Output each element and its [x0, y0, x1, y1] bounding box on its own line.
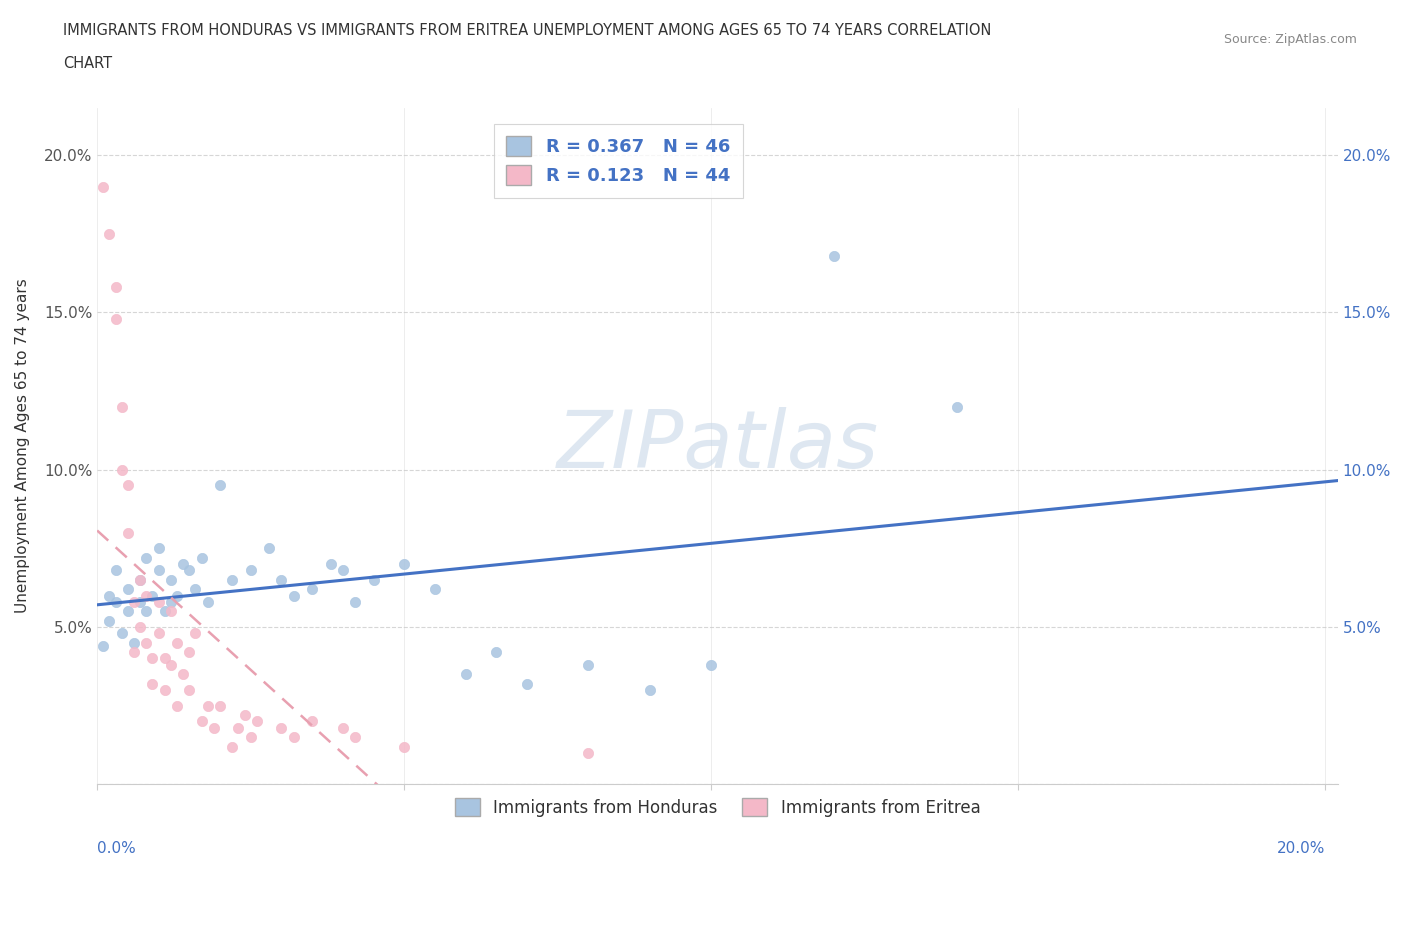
- Text: 20.0%: 20.0%: [1277, 841, 1326, 856]
- Point: [91, 179, 114, 194]
- Point: [233, 708, 256, 723]
- Point: [141, 676, 163, 691]
- Point: [270, 572, 292, 587]
- Point: [166, 588, 188, 603]
- Point: [135, 635, 157, 650]
- Point: [141, 651, 163, 666]
- Point: [129, 594, 152, 609]
- Point: [104, 280, 127, 295]
- Text: CHART: CHART: [63, 56, 112, 71]
- Point: [184, 582, 207, 597]
- Y-axis label: Unemployment Among Ages 65 to 74 years: Unemployment Among Ages 65 to 74 years: [15, 279, 30, 614]
- Point: [332, 563, 354, 578]
- Point: [111, 462, 134, 477]
- Point: [392, 557, 415, 572]
- Point: [159, 572, 181, 587]
- Point: [208, 478, 231, 493]
- Point: [184, 626, 207, 641]
- Point: [98, 588, 121, 603]
- Point: [190, 551, 212, 565]
- Point: [153, 651, 176, 666]
- Point: [332, 720, 354, 735]
- Point: [172, 557, 194, 572]
- Point: [117, 582, 139, 597]
- Point: [301, 582, 323, 597]
- Point: [239, 730, 262, 745]
- Point: [117, 525, 139, 540]
- Point: [122, 644, 145, 659]
- Point: [179, 644, 201, 659]
- Point: [301, 714, 323, 729]
- Point: [638, 683, 661, 698]
- Point: [516, 676, 538, 691]
- Point: [104, 563, 127, 578]
- Point: [159, 658, 181, 672]
- Point: [129, 619, 152, 634]
- Point: [148, 594, 170, 609]
- Point: [111, 399, 134, 414]
- Point: [117, 478, 139, 493]
- Point: [423, 582, 446, 597]
- Point: [104, 594, 127, 609]
- Point: [129, 572, 152, 587]
- Point: [98, 226, 121, 241]
- Point: [246, 714, 269, 729]
- Point: [117, 604, 139, 618]
- Point: [454, 667, 477, 682]
- Point: [159, 594, 181, 609]
- Point: [202, 720, 225, 735]
- Point: [485, 644, 508, 659]
- Text: IMMIGRANTS FROM HONDURAS VS IMMIGRANTS FROM ERITREA UNEMPLOYMENT AMONG AGES 65 T: IMMIGRANTS FROM HONDURAS VS IMMIGRANTS F…: [63, 23, 991, 38]
- Point: [578, 658, 600, 672]
- Point: [135, 588, 157, 603]
- Point: [283, 730, 305, 745]
- Point: [392, 739, 415, 754]
- Point: [823, 248, 845, 263]
- Point: [166, 635, 188, 650]
- Point: [578, 745, 600, 760]
- Point: [239, 563, 262, 578]
- Point: [172, 667, 194, 682]
- Point: [946, 399, 969, 414]
- Point: [197, 594, 219, 609]
- Point: [319, 557, 342, 572]
- Point: [228, 720, 250, 735]
- Point: [257, 541, 280, 556]
- Point: [700, 658, 723, 672]
- Point: [197, 698, 219, 713]
- Point: [98, 613, 121, 628]
- Point: [148, 541, 170, 556]
- Point: [153, 604, 176, 618]
- Legend: Immigrants from Honduras, Immigrants from Eritrea: Immigrants from Honduras, Immigrants fro…: [449, 791, 987, 823]
- Text: ZIPatlas: ZIPatlas: [557, 407, 879, 485]
- Point: [148, 563, 170, 578]
- Point: [190, 714, 212, 729]
- Point: [208, 698, 231, 713]
- Point: [111, 626, 134, 641]
- Point: [104, 312, 127, 326]
- Point: [344, 730, 367, 745]
- Point: [166, 698, 188, 713]
- Point: [122, 594, 145, 609]
- Point: [129, 572, 152, 587]
- Text: 0.0%: 0.0%: [97, 841, 136, 856]
- Point: [179, 683, 201, 698]
- Point: [363, 572, 385, 587]
- Point: [221, 572, 243, 587]
- Point: [221, 739, 243, 754]
- Point: [179, 563, 201, 578]
- Point: [91, 638, 114, 653]
- Point: [135, 551, 157, 565]
- Point: [283, 588, 305, 603]
- Point: [141, 588, 163, 603]
- Point: [122, 635, 145, 650]
- Point: [270, 720, 292, 735]
- Point: [344, 594, 367, 609]
- Point: [153, 683, 176, 698]
- Text: Source: ZipAtlas.com: Source: ZipAtlas.com: [1223, 33, 1357, 46]
- Point: [148, 626, 170, 641]
- Point: [135, 604, 157, 618]
- Point: [159, 604, 181, 618]
